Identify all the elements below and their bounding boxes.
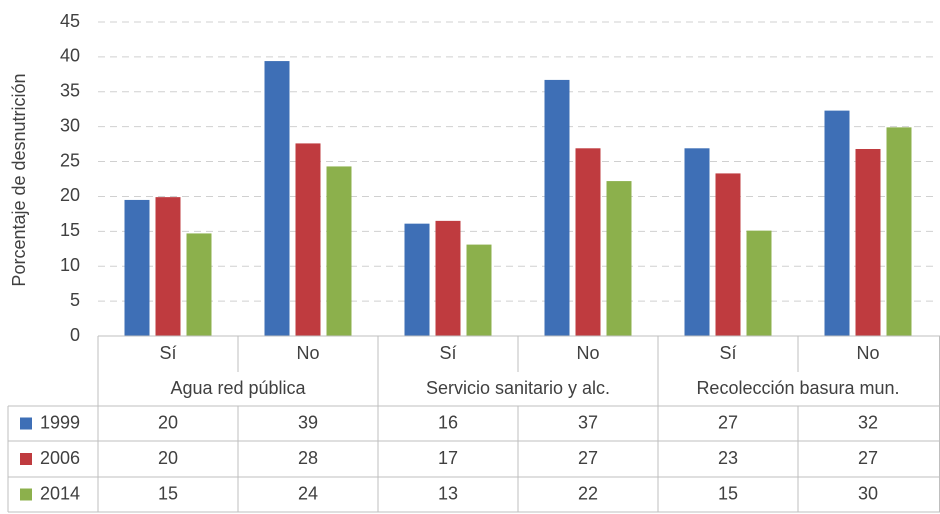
bar	[746, 230, 772, 336]
x-tick-label: Sí	[439, 343, 456, 363]
y-tick-label: 45	[60, 11, 80, 31]
bar	[404, 223, 430, 336]
y-tick-label: 0	[70, 325, 80, 345]
bar	[715, 173, 741, 336]
table-value: 32	[858, 412, 878, 432]
y-tick-label: 25	[60, 150, 80, 170]
y-tick-label: 15	[60, 220, 80, 240]
table-value: 15	[158, 483, 178, 503]
bar	[435, 220, 461, 336]
y-axis-title: Porcentaje de desnutrición	[9, 73, 29, 286]
bar	[295, 143, 321, 336]
y-tick-label: 40	[60, 46, 80, 66]
legend-label: 1999	[40, 412, 80, 432]
bar	[466, 244, 492, 336]
table-value: 16	[438, 412, 458, 432]
table-value: 27	[578, 448, 598, 468]
bar	[264, 61, 290, 336]
group-label: Servicio sanitario y alc.	[426, 378, 610, 398]
table-value: 28	[298, 448, 318, 468]
x-tick-label: No	[296, 343, 319, 363]
bar	[186, 233, 212, 336]
y-tick-label: 10	[60, 255, 80, 275]
table-value: 27	[858, 448, 878, 468]
y-tick-label: 20	[60, 185, 80, 205]
group-label: Agua red pública	[170, 378, 306, 398]
x-tick-label: Sí	[719, 343, 736, 363]
table-value: 37	[578, 412, 598, 432]
y-tick-label: 5	[70, 290, 80, 310]
legend-swatch	[20, 453, 32, 465]
table-value: 13	[438, 483, 458, 503]
bar	[155, 197, 181, 336]
group-label: Recolección basura mun.	[696, 378, 899, 398]
bar	[684, 148, 710, 336]
table-value: 24	[298, 483, 318, 503]
bar	[544, 79, 570, 336]
table-value: 30	[858, 483, 878, 503]
x-tick-label: No	[576, 343, 599, 363]
table-value: 17	[438, 448, 458, 468]
x-tick-label: No	[856, 343, 879, 363]
legend-swatch	[20, 417, 32, 430]
bar	[326, 166, 352, 336]
legend-swatch	[20, 488, 32, 501]
bar	[855, 148, 881, 336]
bar	[606, 181, 632, 336]
table-value: 39	[298, 412, 318, 432]
bar	[824, 110, 850, 337]
table-value: 22	[578, 483, 598, 503]
table-value: 23	[718, 448, 738, 468]
x-tick-label: Sí	[159, 343, 176, 363]
bar	[124, 199, 150, 336]
y-tick-label: 30	[60, 115, 80, 135]
legend-label: 2014	[40, 483, 80, 503]
bar	[886, 127, 912, 336]
table-value: 20	[158, 448, 178, 468]
bar	[575, 148, 601, 336]
table-value: 20	[158, 412, 178, 432]
legend-label: 2006	[40, 448, 80, 468]
y-tick-label: 35	[60, 81, 80, 101]
table-value: 15	[718, 483, 738, 503]
table-value: 27	[718, 412, 738, 432]
